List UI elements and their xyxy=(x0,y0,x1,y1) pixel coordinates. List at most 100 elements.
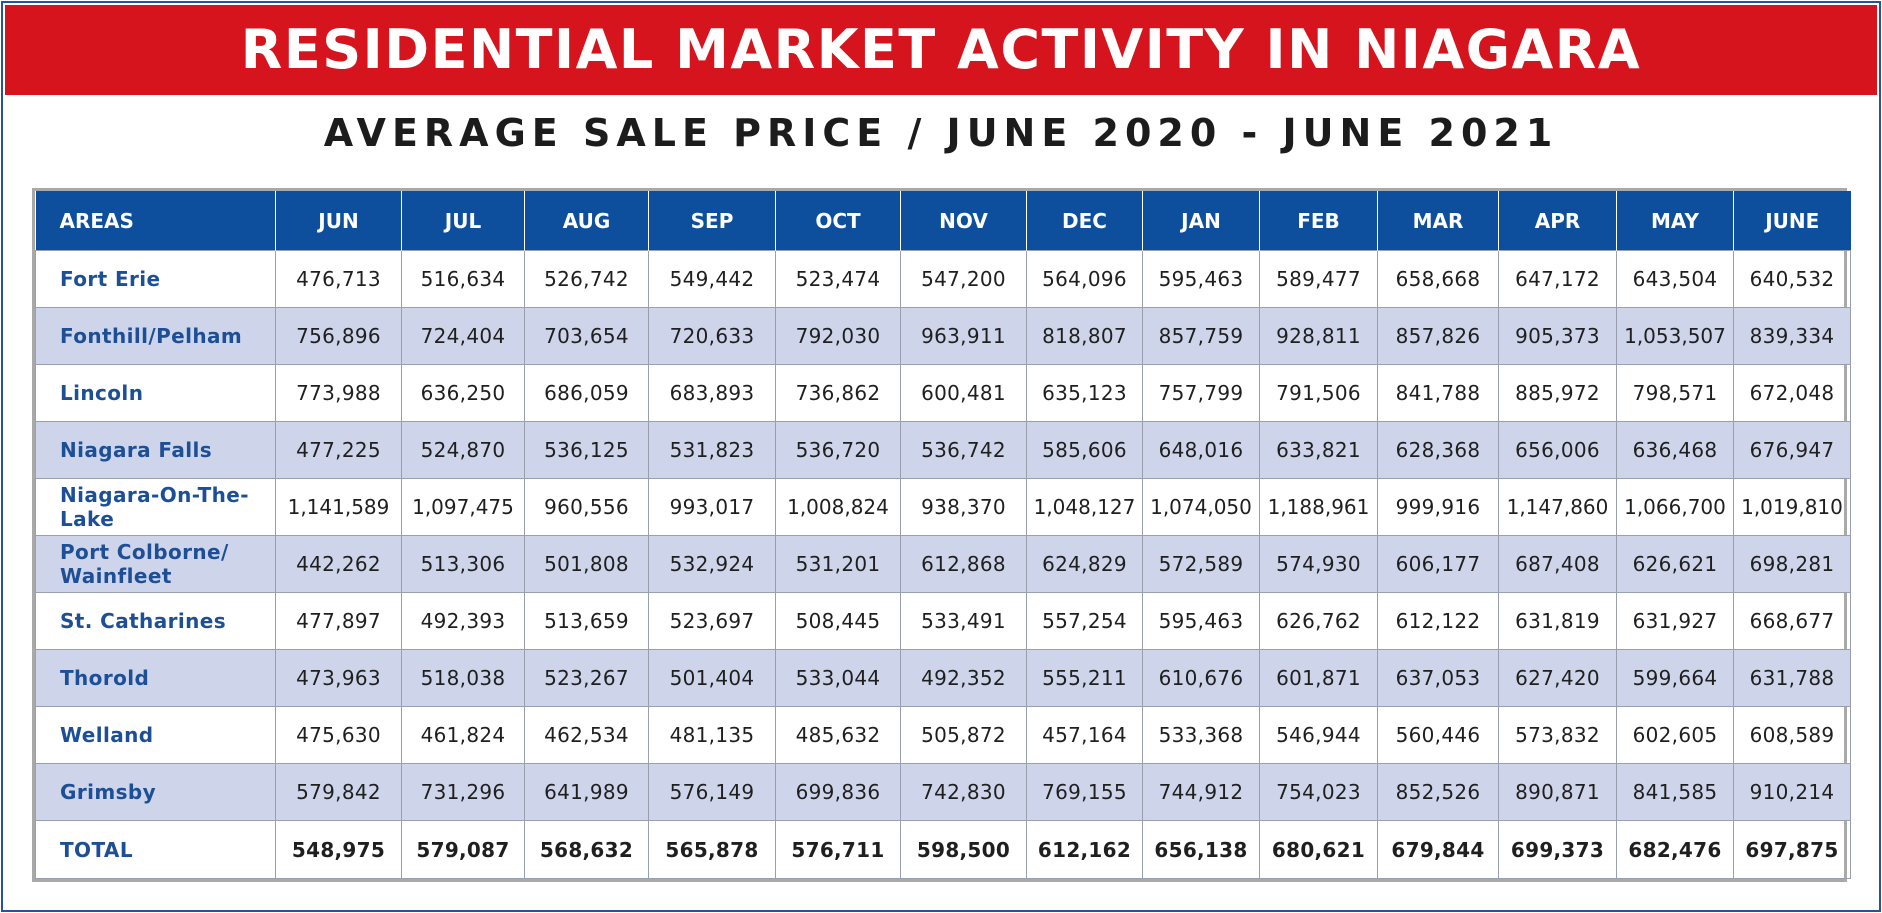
table-header-row: AREAS JUN JUL AUG SEP OCT NOV DEC JAN FEB MAR APR MA… xyxy=(35,191,1851,251)
price-cell: 791,506 xyxy=(1259,364,1378,422)
price-cell: 885,972 xyxy=(1498,364,1617,422)
price-cell: 960,556 xyxy=(524,478,649,536)
price-cell: 485,632 xyxy=(775,706,901,764)
price-cell: 610,676 xyxy=(1142,649,1260,707)
price-cell: 1,048,127 xyxy=(1026,478,1143,536)
table-body: Fort Erie 476,713 516,634 526,742 549,442 523… xyxy=(35,250,1851,879)
price-cell: 601,871 xyxy=(1259,649,1378,707)
total-cell: 568,632 xyxy=(524,820,649,879)
table-row: St. Catharines 477,897 492,393 513,659 523,6… xyxy=(35,592,1851,650)
price-cell: 549,442 xyxy=(648,250,776,308)
price-cell: 993,017 xyxy=(648,478,776,536)
total-row: TOTAL 548,975 579,087 568,632 565,878 576,711… xyxy=(35,820,1851,879)
price-cell: 533,044 xyxy=(775,649,901,707)
column-header-sep: SEP xyxy=(648,191,776,251)
total-cell: 697,875 xyxy=(1733,820,1851,879)
area-name: Thorold xyxy=(35,649,276,707)
price-cell: 757,799 xyxy=(1142,364,1260,422)
total-cell: 548,975 xyxy=(275,820,402,879)
price-cell: 857,759 xyxy=(1142,307,1260,365)
price-cell: 526,742 xyxy=(524,250,649,308)
price-cell: 518,038 xyxy=(401,649,525,707)
total-cell: 679,844 xyxy=(1377,820,1499,879)
area-name: Welland xyxy=(35,706,276,764)
price-cell: 523,697 xyxy=(648,592,776,650)
price-cell: 852,526 xyxy=(1377,763,1499,821)
price-cell: 579,842 xyxy=(275,763,402,821)
column-header-nov: NOV xyxy=(900,191,1027,251)
price-cell: 505,872 xyxy=(900,706,1027,764)
price-cell: 492,393 xyxy=(401,592,525,650)
price-cell: 1,008,824 xyxy=(775,478,901,536)
price-cell: 608,589 xyxy=(1733,706,1851,764)
price-table-container: AREAS JUN JUL AUG SEP OCT NOV DEC JAN FEB MAR APR MA… xyxy=(32,188,1851,882)
price-cell: 792,030 xyxy=(775,307,901,365)
price-cell: 635,123 xyxy=(1026,364,1143,422)
column-header-may: MAY xyxy=(1616,191,1734,251)
area-name: Niagara-On-The-Lake xyxy=(35,478,276,536)
area-name: Fonthill/Pelham xyxy=(35,307,276,365)
total-cell: 656,138 xyxy=(1142,820,1260,879)
price-cell: 524,870 xyxy=(401,421,525,479)
price-cell: 640,532 xyxy=(1733,250,1851,308)
price-cell: 513,659 xyxy=(524,592,649,650)
table-row: Niagara Falls 477,225 524,870 536,125 531,82… xyxy=(35,421,1851,479)
price-cell: 624,829 xyxy=(1026,535,1143,593)
price-cell: 658,668 xyxy=(1377,250,1499,308)
area-name: Fort Erie xyxy=(35,250,276,308)
table-row: Port Colborne/ Wainfleet 442,262 513,306 50… xyxy=(35,535,1851,593)
price-cell: 546,944 xyxy=(1259,706,1378,764)
price-cell: 536,742 xyxy=(900,421,1027,479)
price-cell: 473,963 xyxy=(275,649,402,707)
table-row: Niagara-On-The-Lake 1,141,589 1,097,475 960… xyxy=(35,478,1851,536)
price-cell: 572,589 xyxy=(1142,535,1260,593)
page-title: RESIDENTIAL MARKET ACTIVITY IN NIAGARA xyxy=(5,5,1877,95)
price-cell: 573,832 xyxy=(1498,706,1617,764)
area-name: St. Catharines xyxy=(35,592,276,650)
price-cell: 628,368 xyxy=(1377,421,1499,479)
price-cell: 686,059 xyxy=(524,364,649,422)
price-cell: 631,927 xyxy=(1616,592,1734,650)
column-header-jul: JUL xyxy=(401,191,525,251)
price-cell: 839,334 xyxy=(1733,307,1851,365)
price-cell: 523,474 xyxy=(775,250,901,308)
price-cell: 647,172 xyxy=(1498,250,1617,308)
price-cell: 501,404 xyxy=(648,649,776,707)
price-cell: 599,664 xyxy=(1616,649,1734,707)
price-cell: 481,135 xyxy=(648,706,776,764)
area-name: Niagara Falls xyxy=(35,421,276,479)
area-name: Grimsby xyxy=(35,763,276,821)
price-cell: 731,296 xyxy=(401,763,525,821)
price-cell: 627,420 xyxy=(1498,649,1617,707)
price-cell: 606,177 xyxy=(1377,535,1499,593)
price-cell: 637,053 xyxy=(1377,649,1499,707)
price-cell: 523,267 xyxy=(524,649,649,707)
price-cell: 442,262 xyxy=(275,535,402,593)
price-cell: 531,201 xyxy=(775,535,901,593)
price-cell: 754,023 xyxy=(1259,763,1378,821)
price-cell: 818,807 xyxy=(1026,307,1143,365)
price-cell: 773,988 xyxy=(275,364,402,422)
total-cell: 565,878 xyxy=(648,820,776,879)
price-cell: 574,930 xyxy=(1259,535,1378,593)
price-cell: 648,016 xyxy=(1142,421,1260,479)
price-cell: 600,481 xyxy=(900,364,1027,422)
price-cell: 501,808 xyxy=(524,535,649,593)
price-cell: 533,491 xyxy=(900,592,1027,650)
price-cell: 475,630 xyxy=(275,706,402,764)
price-cell: 1,066,700 xyxy=(1616,478,1734,536)
price-cell: 461,824 xyxy=(401,706,525,764)
table-row: Fonthill/Pelham 756,896 724,404 703,654 720,… xyxy=(35,307,1851,365)
price-cell: 938,370 xyxy=(900,478,1027,536)
price-cell: 457,164 xyxy=(1026,706,1143,764)
price-cell: 564,096 xyxy=(1026,250,1143,308)
price-cell: 668,677 xyxy=(1733,592,1851,650)
price-cell: 516,634 xyxy=(401,250,525,308)
price-cell: 699,836 xyxy=(775,763,901,821)
price-cell: 1,188,961 xyxy=(1259,478,1378,536)
price-cell: 626,621 xyxy=(1616,535,1734,593)
table-row: Welland 475,630 461,824 462,534 481,135 485,6… xyxy=(35,706,1851,764)
column-header-mar: MAR xyxy=(1377,191,1499,251)
price-cell: 631,788 xyxy=(1733,649,1851,707)
